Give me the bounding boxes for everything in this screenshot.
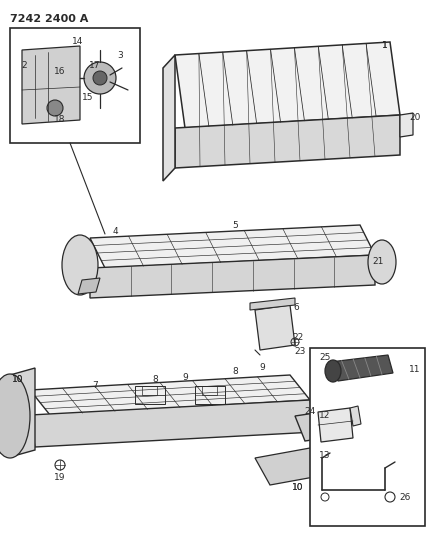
Ellipse shape — [368, 240, 396, 284]
Bar — [310, 348, 425, 526]
Polygon shape — [78, 278, 100, 294]
Ellipse shape — [62, 235, 98, 295]
Polygon shape — [400, 113, 413, 137]
Circle shape — [93, 71, 107, 85]
Polygon shape — [350, 406, 361, 426]
Bar — [143, 386, 158, 395]
Bar — [10, 28, 140, 143]
Polygon shape — [295, 410, 345, 441]
Bar — [195, 386, 225, 404]
Text: 9: 9 — [182, 374, 188, 383]
Text: 2: 2 — [21, 61, 27, 69]
Polygon shape — [30, 400, 315, 447]
Text: 25: 25 — [319, 353, 331, 362]
Text: 21: 21 — [372, 257, 383, 266]
Text: 15: 15 — [82, 93, 94, 102]
Polygon shape — [22, 46, 80, 124]
Polygon shape — [163, 55, 175, 181]
Text: 3: 3 — [117, 51, 123, 60]
Text: 1: 1 — [382, 42, 388, 51]
Text: 8: 8 — [232, 367, 238, 376]
Text: 14: 14 — [72, 37, 84, 46]
Circle shape — [47, 100, 63, 116]
Polygon shape — [10, 368, 35, 457]
Text: 11: 11 — [409, 366, 421, 375]
Text: 19: 19 — [54, 473, 66, 482]
Text: 16: 16 — [54, 68, 66, 77]
Text: 10: 10 — [12, 376, 24, 384]
Bar — [202, 386, 217, 395]
Circle shape — [84, 62, 116, 94]
Text: 8: 8 — [152, 376, 158, 384]
Text: 18: 18 — [54, 116, 66, 125]
Text: 6: 6 — [293, 303, 299, 312]
Text: 7242 2400 A: 7242 2400 A — [10, 14, 88, 24]
Text: 1: 1 — [382, 42, 388, 51]
Text: 10: 10 — [292, 483, 304, 492]
Text: 12: 12 — [319, 410, 331, 419]
Text: 10: 10 — [12, 376, 24, 384]
Polygon shape — [255, 448, 325, 485]
Text: 23: 23 — [294, 348, 306, 357]
Text: 26: 26 — [399, 494, 411, 503]
Text: 24: 24 — [304, 408, 315, 416]
Bar — [135, 386, 165, 404]
Ellipse shape — [0, 374, 30, 458]
Polygon shape — [250, 298, 295, 310]
Text: 17: 17 — [89, 61, 101, 69]
Polygon shape — [30, 375, 310, 415]
Polygon shape — [330, 355, 393, 381]
Polygon shape — [318, 408, 353, 442]
Text: 10: 10 — [292, 483, 304, 492]
Polygon shape — [90, 255, 375, 298]
Text: 22: 22 — [292, 334, 303, 343]
Text: 20: 20 — [409, 114, 421, 123]
Polygon shape — [90, 225, 375, 268]
Text: 9: 9 — [259, 364, 265, 373]
Text: 5: 5 — [232, 221, 238, 230]
Text: 7: 7 — [92, 381, 98, 390]
Polygon shape — [175, 115, 400, 168]
Ellipse shape — [325, 360, 341, 382]
Polygon shape — [175, 42, 400, 128]
Text: 4: 4 — [112, 228, 118, 237]
Polygon shape — [255, 305, 295, 350]
Text: 13: 13 — [319, 450, 331, 459]
